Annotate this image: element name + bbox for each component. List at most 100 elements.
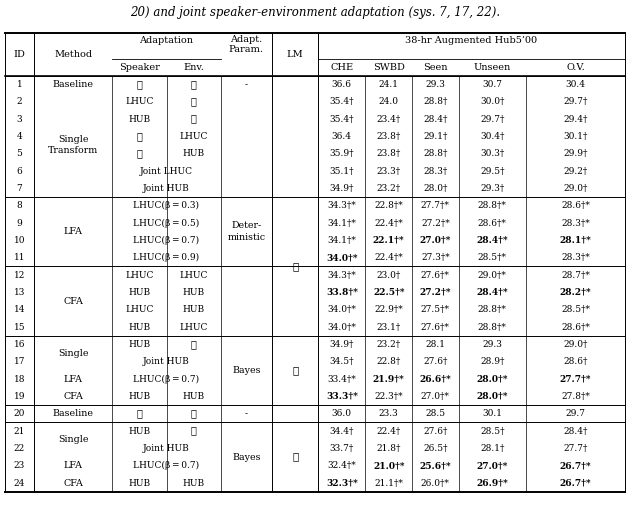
Text: HUB: HUB (183, 149, 205, 158)
Text: 2: 2 (17, 97, 22, 106)
Text: 28.8†: 28.8† (423, 149, 447, 158)
Text: 16: 16 (14, 340, 25, 349)
Text: 3: 3 (17, 114, 22, 123)
Text: Bayes: Bayes (232, 453, 261, 462)
Text: HUB: HUB (129, 479, 151, 488)
Text: Deter-: Deter- (231, 221, 261, 230)
Text: 29.7†: 29.7† (563, 97, 588, 106)
Text: 28.8†*: 28.8†* (478, 305, 507, 314)
Text: HUB: HUB (129, 288, 151, 297)
Text: 15: 15 (14, 323, 25, 332)
Text: 24.0: 24.0 (379, 97, 399, 106)
Text: 28.7†*: 28.7†* (561, 271, 590, 279)
Text: Bayes: Bayes (232, 366, 261, 375)
Text: ✗: ✗ (191, 114, 197, 123)
Text: LFA: LFA (64, 227, 83, 236)
Text: Baseline: Baseline (52, 409, 94, 418)
Text: 28.4†: 28.4† (563, 427, 588, 435)
Text: 28.0†*: 28.0†* (476, 392, 508, 401)
Text: ✗: ✗ (137, 409, 142, 418)
Text: 23.8†: 23.8† (377, 132, 401, 141)
Text: 32.4†*: 32.4†* (328, 461, 356, 470)
Text: ✗: ✗ (191, 80, 197, 89)
Text: ✗: ✗ (137, 149, 142, 158)
Text: 35.4†: 35.4† (329, 114, 354, 123)
Text: 27.6†: 27.6† (423, 357, 447, 366)
Text: 34.0†*: 34.0†* (328, 323, 356, 332)
Text: ministic: ministic (227, 233, 265, 242)
Text: Joint LHUC: Joint LHUC (140, 167, 193, 176)
Text: 26.5†: 26.5† (423, 444, 447, 453)
Text: 28.4†*: 28.4†* (476, 236, 508, 245)
Text: ✗: ✗ (191, 409, 197, 418)
Text: 27.7†: 27.7† (563, 444, 588, 453)
Text: 22.4†*: 22.4†* (374, 218, 403, 228)
Text: 28.6†*: 28.6†* (561, 323, 590, 332)
Text: HUB: HUB (129, 340, 151, 349)
Text: 9: 9 (16, 218, 23, 228)
Text: 14: 14 (14, 305, 25, 314)
Text: 23.1†: 23.1† (377, 323, 401, 332)
Text: 30.7: 30.7 (483, 80, 502, 89)
Text: 29.0†*: 29.0†* (478, 271, 507, 279)
Text: CHE: CHE (330, 63, 353, 72)
Text: Seen: Seen (423, 63, 447, 72)
Text: 27.2†*: 27.2†* (421, 218, 450, 228)
Text: Method: Method (54, 50, 92, 59)
Text: Single: Single (58, 435, 88, 444)
Text: CFA: CFA (63, 479, 83, 488)
Text: 27.6†: 27.6† (423, 427, 447, 435)
Text: 21.0†*: 21.0†* (373, 461, 404, 470)
Text: 36.4: 36.4 (332, 132, 352, 141)
Text: 7: 7 (16, 184, 23, 193)
Text: 29.7†: 29.7† (480, 114, 505, 123)
Text: 22.4†*: 22.4†* (374, 253, 403, 262)
Text: 24.1: 24.1 (379, 80, 399, 89)
Text: 33.3†*: 33.3†* (326, 392, 358, 401)
Text: 5: 5 (16, 149, 23, 158)
Text: 34.1†*: 34.1†* (328, 236, 356, 245)
Text: 22: 22 (14, 444, 25, 453)
Text: Adapt.: Adapt. (230, 36, 263, 44)
Text: SWBD: SWBD (373, 63, 404, 72)
Text: LHUC: LHUC (180, 323, 208, 332)
Text: 34.5†: 34.5† (329, 357, 354, 366)
Text: ✗: ✗ (137, 132, 142, 141)
Text: 6: 6 (16, 167, 23, 176)
Text: 29.1†: 29.1† (423, 132, 447, 141)
Text: 29.4†: 29.4† (563, 114, 588, 123)
Text: HUB: HUB (129, 323, 151, 332)
Text: 38-hr Augmented Hub5’00: 38-hr Augmented Hub5’00 (406, 37, 537, 45)
Text: LFA: LFA (64, 374, 83, 384)
Text: 8: 8 (16, 201, 23, 210)
Text: 30.1: 30.1 (483, 409, 502, 418)
Text: Single: Single (58, 348, 88, 358)
Text: 29.7: 29.7 (566, 409, 585, 418)
Text: 30.1†: 30.1† (563, 132, 588, 141)
Text: 23.0†: 23.0† (377, 271, 401, 279)
Text: LHUC(β = 0.9): LHUC(β = 0.9) (134, 253, 199, 262)
Text: HUB: HUB (129, 114, 151, 123)
Text: Joint HUB: Joint HUB (143, 444, 190, 453)
Text: ✓: ✓ (292, 453, 298, 462)
Text: 27.0†*: 27.0†* (477, 461, 508, 470)
Text: O.V.: O.V. (566, 63, 585, 72)
Text: ✗: ✗ (137, 80, 142, 89)
Text: 35.9†: 35.9† (329, 149, 354, 158)
Text: 21.9†*: 21.9†* (373, 374, 404, 384)
Text: 4: 4 (16, 132, 23, 141)
Text: 30.3†: 30.3† (480, 149, 505, 158)
Text: 29.3: 29.3 (483, 340, 502, 349)
Text: 22.3†*: 22.3†* (374, 392, 403, 401)
Text: CFA: CFA (63, 392, 83, 401)
Text: ✗: ✗ (191, 427, 197, 435)
Text: HUB: HUB (183, 305, 205, 314)
Text: LHUC(β = 0.7): LHUC(β = 0.7) (134, 461, 199, 470)
Text: 34.9†: 34.9† (329, 340, 354, 349)
Text: 28.5†: 28.5† (480, 427, 505, 435)
Text: 23.3: 23.3 (379, 409, 399, 418)
Text: 27.3†*: 27.3†* (421, 253, 450, 262)
Text: 34.4†: 34.4† (329, 427, 354, 435)
Text: 22.1†*: 22.1†* (373, 236, 404, 245)
Text: LHUC(β = 0.5): LHUC(β = 0.5) (133, 218, 200, 228)
